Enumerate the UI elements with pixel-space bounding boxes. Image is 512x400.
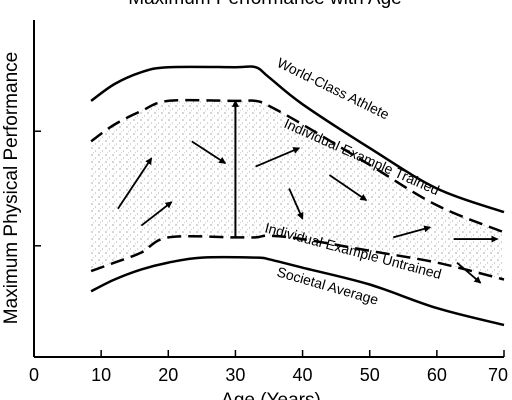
- x-tick-label: 20: [158, 365, 178, 385]
- arrow-layer: [117, 99, 499, 284]
- y-axis-label: Maximum Physical Performance: [1, 52, 22, 324]
- trend-arrow-2: [140, 201, 173, 227]
- x-tick-label: 40: [293, 365, 313, 385]
- series-line-individual-example-untrained: [90, 234, 505, 281]
- curve-label-societal-average: Societal Average: [275, 264, 380, 308]
- x-tick-label: 0: [29, 365, 39, 385]
- x-ticks: 0 10 20 30 40 50 60 70: [29, 350, 508, 385]
- y-ticks: [34, 130, 41, 247]
- trend-arrow-5: [288, 188, 304, 220]
- trend-arrow-9: [456, 261, 482, 284]
- series-lines: [90, 65, 505, 327]
- trend-arrow-3: [191, 140, 227, 164]
- chart-title: Maximum Performance with Age: [128, 0, 402, 9]
- x-tick-label: 50: [360, 365, 380, 385]
- x-tick-label: 60: [427, 365, 447, 385]
- axes: 0 10 20 30 40 50 60 70: [29, 20, 508, 385]
- series-line-world-class-athlete: [90, 65, 505, 214]
- x-tick-label: 30: [225, 365, 245, 385]
- trend-arrow-6: [328, 174, 368, 202]
- x-tick-label: 70: [488, 365, 508, 385]
- x-axis-label: Age (Years): [221, 390, 321, 400]
- trend-arrow-4: [255, 147, 301, 168]
- trend-arrow-7: [392, 225, 432, 239]
- series-line-societal-average: [90, 255, 505, 327]
- series-line-individual-example-trained: [90, 98, 505, 234]
- x-tick-label: 10: [91, 365, 111, 385]
- curve-label-world-class-athlete: World-Class Athlete: [275, 54, 392, 122]
- trend-arrow-1: [117, 157, 153, 210]
